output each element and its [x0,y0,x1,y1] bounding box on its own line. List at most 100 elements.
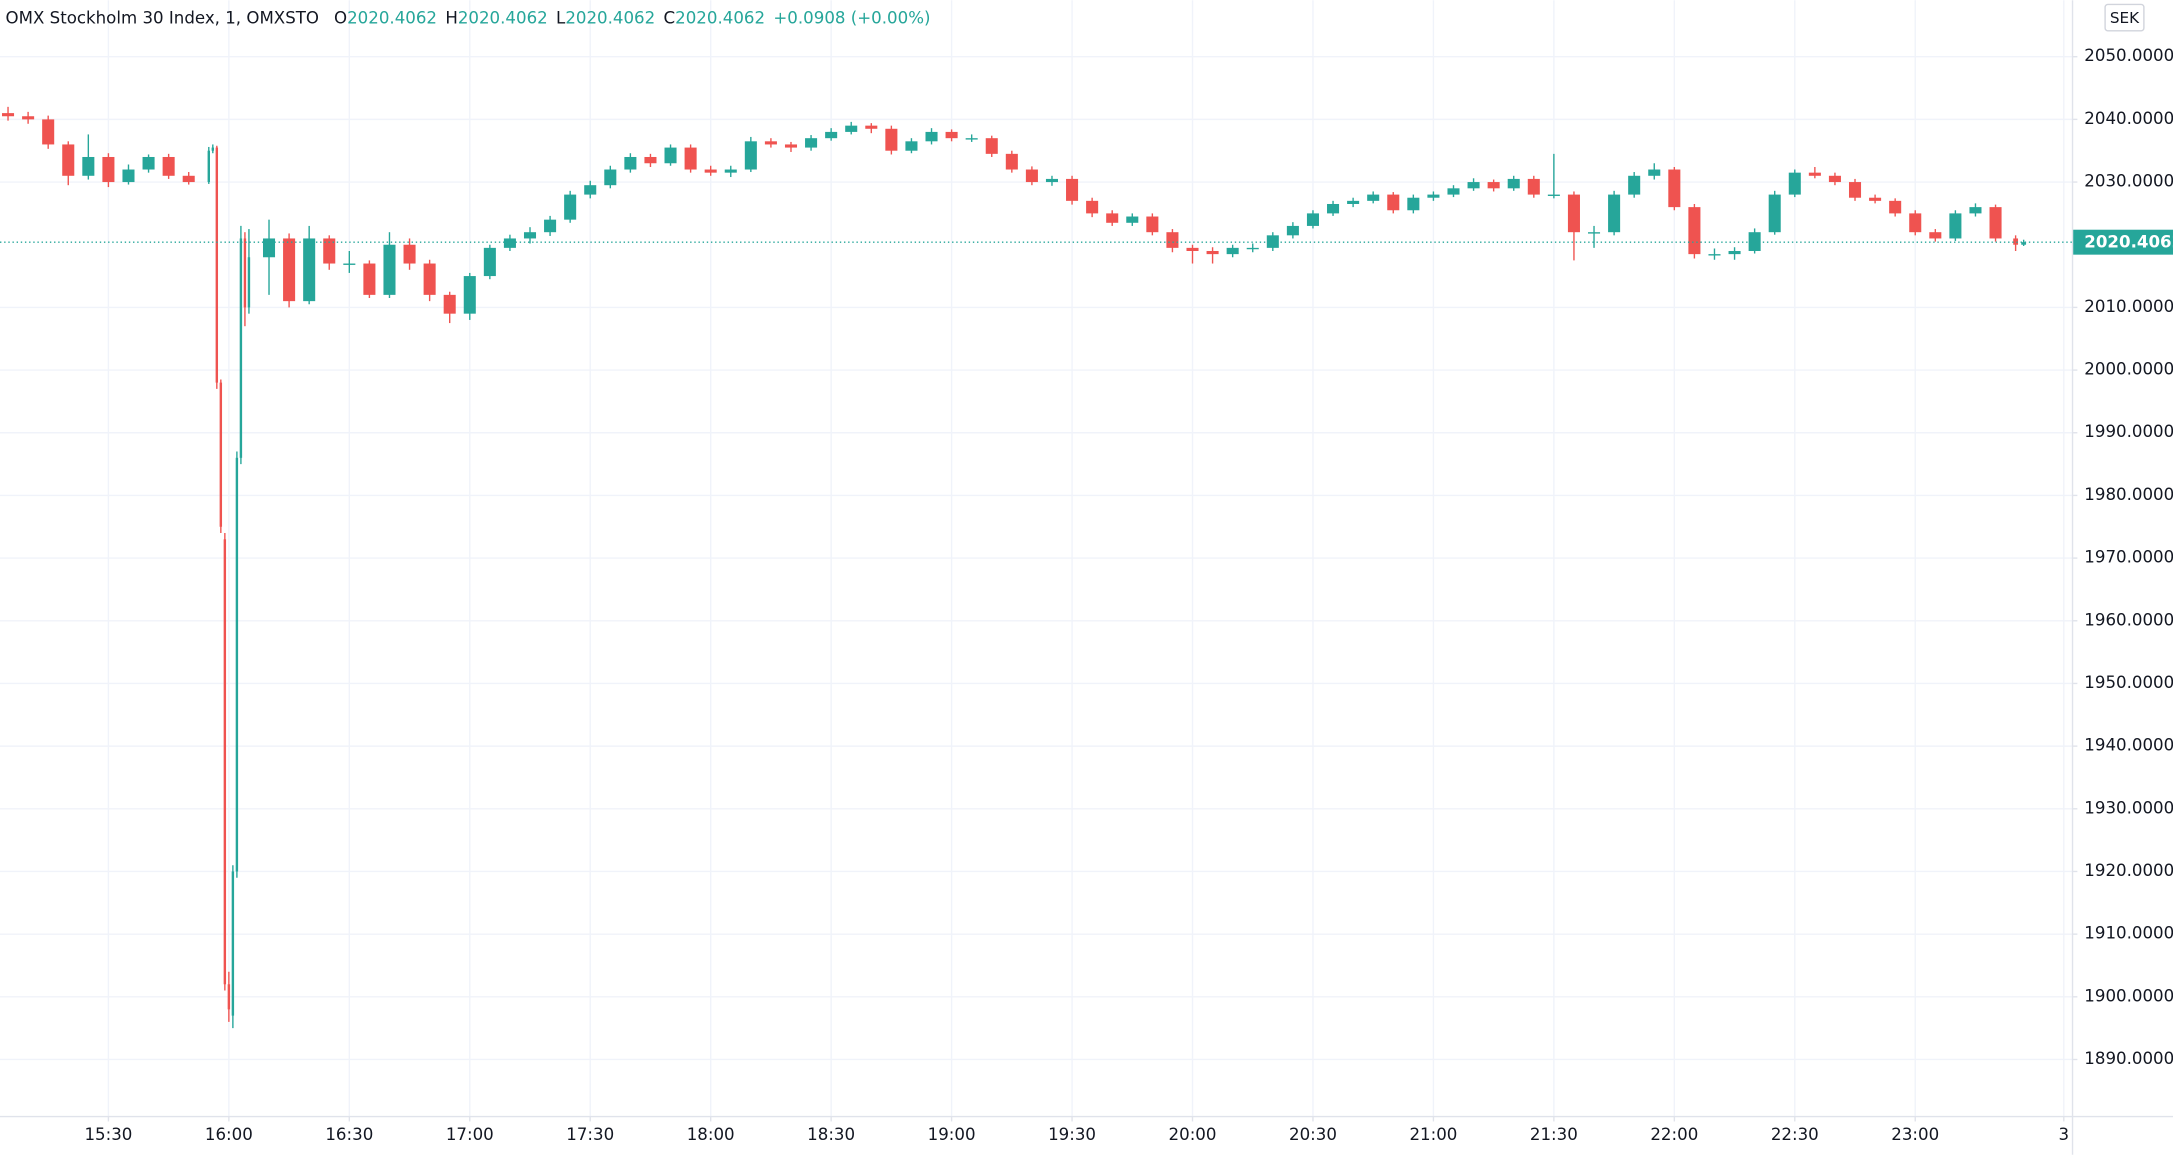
candle-body [1648,169,1661,176]
candle-body [1628,175,1641,195]
candle-body [219,382,223,527]
candle-body [805,138,818,148]
legend-change: +0.0908 (+0.00%) [773,8,930,27]
candle-body [2,113,15,117]
candle-body [303,238,316,302]
x-tick-label: 20:30 [1289,1125,1337,1144]
y-tick-label: 2000.0000 [2084,360,2173,379]
candle-body [42,119,55,145]
candle-body [1588,232,1601,234]
candle-body [235,457,239,872]
candle-body [2021,242,2027,245]
candle-body [1728,250,1741,255]
y-tick-label: 1910.0000 [2084,924,2173,943]
y-tick-label: 2050.0000 [2084,46,2173,65]
y-tick-label: 1920.0000 [2084,861,2173,880]
candle-body [1286,225,1299,236]
candle-body [784,144,798,148]
candle-body [1246,247,1259,250]
legend: OMX Stockholm 30 Index, 1, OMXSTO O2020.… [6,8,931,27]
candle-body [1668,169,1681,208]
candle-body [1206,250,1219,255]
candle-body [1929,232,1942,239]
candle-body [1527,178,1540,195]
candle-body [22,116,35,120]
x-tick-label: 16:30 [325,1125,373,1144]
x-tick-label: 18:00 [687,1125,735,1144]
candle-body [239,238,243,458]
legend-value: 2020.4062 [675,8,765,27]
x-tick-label: 22:00 [1650,1125,1698,1144]
y-tick-label: 1930.0000 [2084,798,2173,817]
candle-body [1226,247,1239,255]
candle-body [985,138,998,154]
candle-body [211,147,215,151]
y-tick-label: 2030.0000 [2084,172,2173,191]
candle-body [503,238,516,248]
candle-body [564,194,577,220]
candle-body [1487,182,1500,189]
candle-body [207,150,210,183]
candle-body [1347,200,1360,204]
candle-body [644,156,657,164]
candle-body [215,147,219,383]
candle-body [764,141,777,145]
candle-body [1608,194,1621,233]
candle-body [845,125,858,132]
candle-body [1327,203,1340,214]
axes: 2050.0000 2040.0000 2030.0000 2010.0000 2000… [0,46,2173,1144]
candle-body [423,263,436,295]
x-tick-label: 15:30 [84,1125,132,1144]
candle-body [227,984,231,1010]
candle-body [624,156,637,170]
candle-body [724,169,737,173]
currency-box[interactable] [2104,3,2145,32]
last-price-box [2073,229,2173,255]
candle-body [825,131,838,139]
candle-body [1367,194,1380,201]
candle-body [1909,213,1922,233]
x-tick-label: 17:30 [566,1125,614,1144]
y-tick-label: 1890.0000 [2084,1049,2173,1068]
candle-body [403,244,416,264]
candle-body [262,238,276,258]
x-tick-label: 3 [2059,1125,2070,1144]
x-tick-label: 18:30 [807,1125,855,1144]
candle-body [243,238,247,308]
candle-body [584,185,597,195]
candle-body [363,263,376,295]
candle-body [1166,232,1179,248]
x-tick-label: 21:00 [1409,1125,1457,1144]
grid [0,0,2072,1116]
candle-body [1708,254,1721,256]
candle-body [905,141,918,151]
candle-body [443,294,456,314]
candle-body [82,156,95,176]
x-tick-label: 20:00 [1169,1125,1217,1144]
candle-body [865,125,878,129]
candle-body [704,169,717,173]
candle-body [283,238,296,302]
candle-body [684,147,697,170]
candle-body [1808,172,1821,176]
candle-body [945,131,958,139]
legend-value: 2020.4062 [565,8,655,27]
candle-body [1005,153,1018,170]
x-tick-label: 23:00 [1891,1125,1939,1144]
candle-body [1407,197,1420,211]
last-price-label: 2020.4062 [2084,232,2173,251]
candle-body [1989,207,2002,239]
candle-body [343,263,356,265]
candle-body [965,138,978,140]
candle-body [1828,175,1841,183]
legend-key: C [664,8,676,27]
currency[interactable]: SEK [2110,9,2140,27]
candle-body [1768,194,1781,233]
candle-body [523,232,537,239]
x-tick-label: 19:30 [1048,1125,1096,1144]
candle-body [182,175,195,183]
candle-body [604,169,617,186]
y-tick-label: 1970.0000 [2084,548,2173,567]
